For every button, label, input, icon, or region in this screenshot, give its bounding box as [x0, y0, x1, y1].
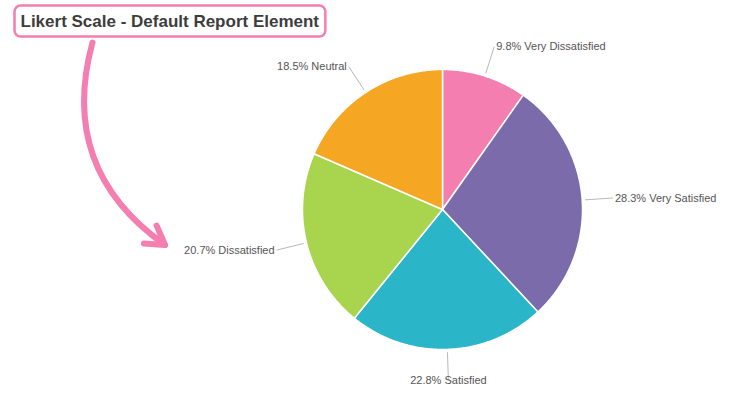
svg-text:18.5% Neutral: 18.5% Neutral [277, 60, 347, 72]
svg-text:28.3% Very Satisfied: 28.3% Very Satisfied [615, 192, 717, 204]
svg-text:20.7% Dissatisfied: 20.7% Dissatisfied [184, 244, 275, 256]
svg-text:9.8% Very Dissatisfied: 9.8% Very Dissatisfied [496, 40, 605, 52]
svg-text:22.8% Satisfied: 22.8% Satisfied [410, 374, 486, 386]
svg-text:Likert Scale - Default Report: Likert Scale - Default Report Element [21, 12, 320, 31]
